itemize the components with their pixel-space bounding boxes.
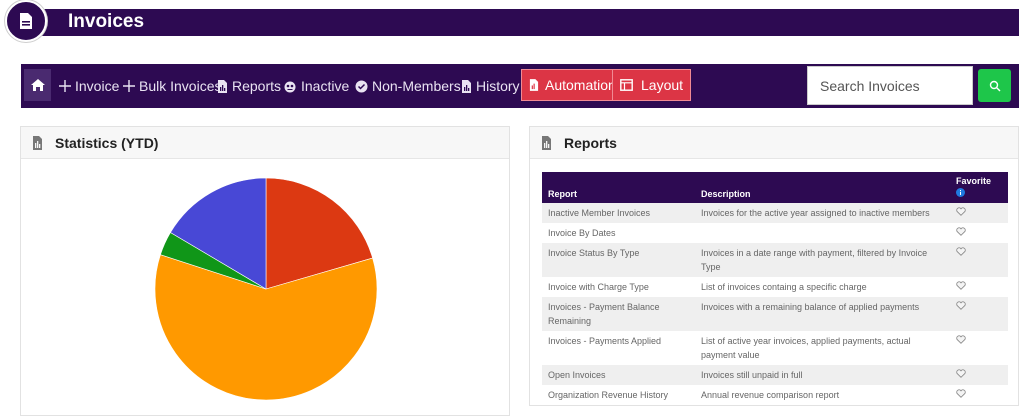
nav-history[interactable]: History xyxy=(461,64,520,108)
heart-icon[interactable] xyxy=(956,207,966,216)
report-name[interactable]: Inactive Member Invoices xyxy=(542,203,695,223)
table-row[interactable]: Invoice Status By Type Invoices in a date… xyxy=(542,243,1008,277)
report-description: Invoices still unpaid in full xyxy=(695,365,950,385)
report-name[interactable]: Invoices - Payment Balance Remaining xyxy=(542,297,695,331)
layout-button[interactable]: Layout xyxy=(612,69,692,101)
favorite-cell xyxy=(950,297,1008,331)
statistics-panel: Statistics (YTD) xyxy=(20,126,510,416)
info-icon[interactable] xyxy=(956,188,965,197)
report-name[interactable]: Invoice Status By Type xyxy=(542,243,695,277)
favorite-cell xyxy=(950,385,1008,405)
page-header-bar xyxy=(24,9,1019,36)
layout-icon xyxy=(620,79,633,91)
reports-title: Reports xyxy=(564,134,617,151)
document-icon xyxy=(20,13,32,29)
nav-reports-label: Reports xyxy=(232,78,282,94)
table-row[interactable]: Organization Revenue History Annual reven… xyxy=(542,385,1008,405)
report-description: List of active year invoices, applied pa… xyxy=(695,331,950,365)
plus-icon xyxy=(59,80,71,92)
report-name[interactable]: Open Invoices xyxy=(542,365,695,385)
favorite-cell xyxy=(950,243,1008,277)
statistics-title: Statistics (YTD) xyxy=(55,134,159,151)
heart-icon[interactable] xyxy=(956,389,966,398)
plus-icon xyxy=(123,80,135,92)
search-icon xyxy=(989,80,1000,91)
column-favorite-label: Favorite xyxy=(956,176,992,186)
report-icon xyxy=(529,79,539,91)
table-row[interactable]: Invoices - Payment Balance Remaining Invo… xyxy=(542,297,1008,331)
nav-bulk-invoices-label: Bulk Invoices xyxy=(139,78,222,94)
table-row[interactable]: Invoice By Dates xyxy=(542,223,1008,243)
column-report: Report xyxy=(542,172,695,203)
nav-invoice[interactable]: Invoice xyxy=(59,64,119,108)
check-circle-icon xyxy=(355,80,368,93)
heart-icon[interactable] xyxy=(956,227,966,236)
reports-table-header: Report Description Favorite xyxy=(542,172,1008,203)
report-icon xyxy=(461,79,472,93)
report-description: Annual revenue comparison report xyxy=(695,385,950,405)
heart-icon[interactable] xyxy=(956,247,966,256)
pie-slice-3 xyxy=(170,177,267,290)
nav-invoice-label: Invoice xyxy=(75,78,120,94)
nav-non-members-label: Non-Members xyxy=(372,78,461,94)
heart-icon[interactable] xyxy=(956,301,966,310)
heart-icon[interactable] xyxy=(956,369,966,378)
home-button[interactable] xyxy=(24,69,51,101)
report-description: Invoices for the active year assigned to… xyxy=(695,203,950,223)
search-input[interactable]: Search Invoices xyxy=(807,66,973,105)
report-description: Invoices with a remaining balance of app… xyxy=(695,297,950,331)
table-row[interactable]: Inactive Member Invoices Invoices for the… xyxy=(542,203,1008,223)
report-name[interactable]: Invoices - Payments Applied xyxy=(542,331,695,365)
report-name[interactable]: Invoice with Charge Type xyxy=(542,277,695,297)
pie-slice-1 xyxy=(154,254,378,401)
reports-panel-header: Reports xyxy=(530,127,1018,159)
favorite-cell xyxy=(950,365,1008,385)
favorite-cell xyxy=(950,223,1008,243)
nav-bulk-invoices[interactable]: Bulk Invoices xyxy=(123,64,221,108)
automation-button-label: Automation xyxy=(545,77,616,93)
favorite-cell xyxy=(950,203,1008,223)
nav-reports[interactable]: Reports xyxy=(217,64,281,108)
page-title: Invoices xyxy=(68,11,145,32)
report-description xyxy=(695,223,950,243)
report-name[interactable]: Organization Revenue History xyxy=(542,385,695,405)
favorite-cell xyxy=(950,331,1008,365)
heart-icon[interactable] xyxy=(956,281,966,290)
report-icon xyxy=(32,135,43,150)
nav-inactive-label: Inactive xyxy=(301,78,350,94)
pie-slice-0 xyxy=(265,177,373,290)
nav-history-label: History xyxy=(476,78,520,94)
nav-inactive[interactable]: Inactive xyxy=(283,64,349,108)
reports-table: Report Description Favorite Inactive Mem… xyxy=(542,172,1008,405)
report-icon xyxy=(541,135,552,150)
favorite-cell xyxy=(950,277,1008,297)
nav-non-members[interactable]: Non-Members xyxy=(355,64,461,108)
report-icon xyxy=(217,79,228,93)
automation-button[interactable]: Automation xyxy=(521,69,624,101)
toolbar: Invoice Bulk Invoices Reports Inactive N… xyxy=(21,64,1019,108)
report-name[interactable]: Invoice By Dates xyxy=(542,223,695,243)
report-description: List of invoices containg a specific cha… xyxy=(695,277,950,297)
layout-button-label: Layout xyxy=(641,77,684,93)
reports-panel: Reports Report Description Favorite Inac… xyxy=(529,126,1019,406)
search-button[interactable] xyxy=(978,69,1011,102)
report-description: Invoices in a date range with payment, f… xyxy=(695,243,950,277)
heart-icon[interactable] xyxy=(956,335,966,344)
statistics-pie-chart xyxy=(154,177,378,401)
table-row[interactable]: Invoice with Charge Type List of invoices… xyxy=(542,277,1008,297)
statistics-panel-header: Statistics (YTD) xyxy=(21,127,509,159)
home-icon xyxy=(30,79,45,91)
inactive-icon xyxy=(283,80,297,93)
invoice-logo xyxy=(5,0,47,42)
column-favorite: Favorite xyxy=(950,172,1008,203)
column-description: Description xyxy=(695,172,950,203)
table-row[interactable]: Open Invoices Invoices still unpaid in fu… xyxy=(542,365,1008,385)
table-row[interactable]: Invoices - Payments Applied List of activ… xyxy=(542,331,1008,365)
